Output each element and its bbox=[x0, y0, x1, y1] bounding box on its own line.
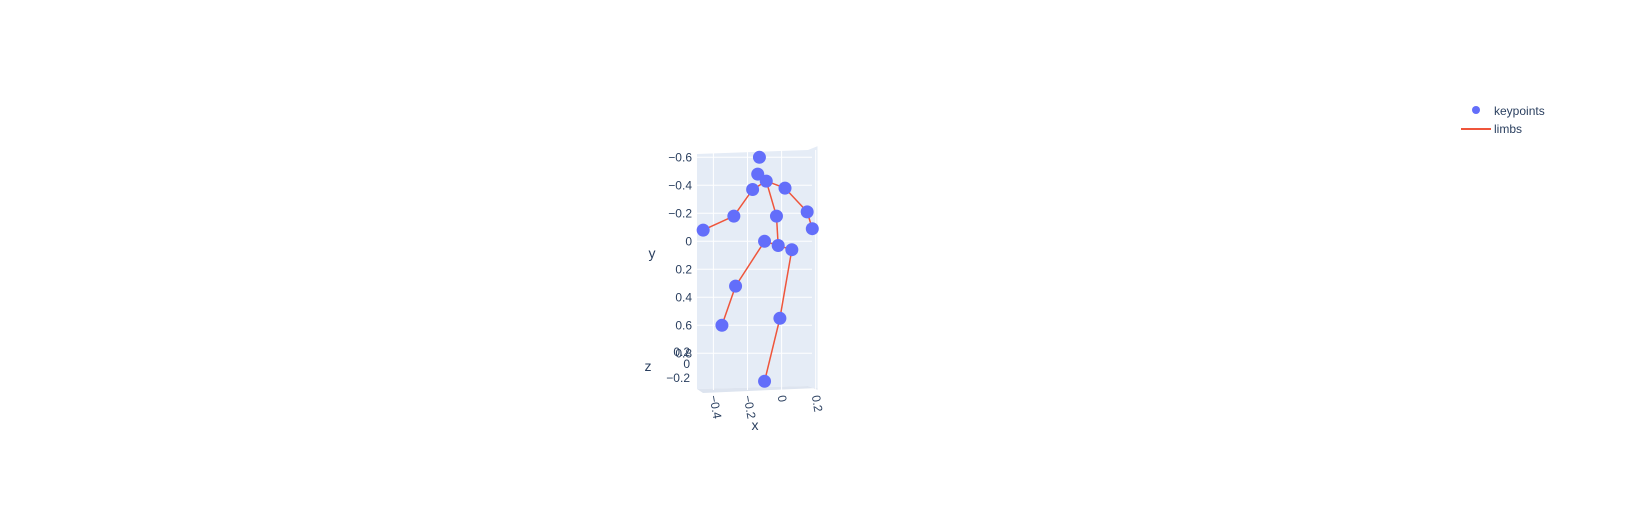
keypoint-marker[interactable] bbox=[800, 205, 814, 219]
limb-segment bbox=[763, 318, 781, 382]
keypoint-marker[interactable] bbox=[769, 209, 783, 223]
legend-limbs-label: limbs bbox=[1494, 122, 1522, 136]
keypoint-marker[interactable] bbox=[696, 223, 710, 237]
tick-label: −0.6 bbox=[668, 150, 692, 164]
tick-label: −0.2 bbox=[668, 206, 692, 220]
keypoints-series bbox=[696, 150, 819, 388]
tick-label: 0.2 bbox=[809, 394, 826, 413]
tick-label: 0.4 bbox=[675, 290, 692, 304]
keypoint-marker[interactable] bbox=[785, 243, 799, 257]
keypoint-marker[interactable] bbox=[771, 239, 785, 252]
tick-label: 0.2 bbox=[675, 262, 692, 276]
keypoint-marker[interactable] bbox=[758, 234, 772, 248]
tick-label: 0.6 bbox=[675, 318, 692, 332]
limb-segment bbox=[721, 285, 737, 326]
tick-label: −0.4 bbox=[706, 394, 724, 420]
tick-label: 0 bbox=[685, 234, 692, 248]
z-axis-title: z bbox=[645, 358, 652, 374]
tick-label: −0.2 bbox=[741, 394, 759, 420]
keypoint-marker[interactable] bbox=[759, 174, 773, 188]
tick-label: 0.2 bbox=[673, 345, 690, 359]
keypoint-marker[interactable] bbox=[729, 279, 743, 293]
keypoint-marker[interactable] bbox=[752, 150, 766, 164]
keypoint-marker[interactable] bbox=[727, 209, 741, 223]
y-axis-title: y bbox=[649, 245, 656, 261]
keypoint-marker[interactable] bbox=[778, 181, 792, 195]
tick-label: 0.8 bbox=[675, 346, 692, 360]
limb-segment bbox=[734, 240, 766, 287]
legend-keypoints-marker bbox=[1472, 106, 1480, 114]
keypoint-marker[interactable] bbox=[758, 374, 772, 388]
tick-label: −0.2 bbox=[666, 371, 690, 385]
limb-segment bbox=[779, 249, 793, 319]
legend[interactable]: keypoints limbs bbox=[1461, 104, 1545, 136]
tick-label: 0 bbox=[683, 357, 690, 371]
legend-keypoints-label: keypoints bbox=[1494, 104, 1545, 118]
x-axis-title: x bbox=[752, 417, 759, 433]
legend-item-keypoints[interactable]: keypoints bbox=[1472, 104, 1545, 118]
keypoint-marker[interactable] bbox=[805, 222, 819, 236]
tick-label: 0 bbox=[775, 394, 790, 403]
floor-pane bbox=[697, 386, 818, 393]
tick-label: −0.4 bbox=[668, 178, 692, 192]
axis-ticks: −0.6−0.4−0.200.20.40.60.80.20−0.2−0.4 −0.… bbox=[666, 150, 825, 420]
legend-item-limbs[interactable]: limbs bbox=[1461, 122, 1522, 136]
keypoint-marker[interactable] bbox=[715, 318, 729, 332]
keypoint-marker[interactable] bbox=[746, 183, 760, 196]
keypoint-marker[interactable] bbox=[773, 311, 787, 325]
